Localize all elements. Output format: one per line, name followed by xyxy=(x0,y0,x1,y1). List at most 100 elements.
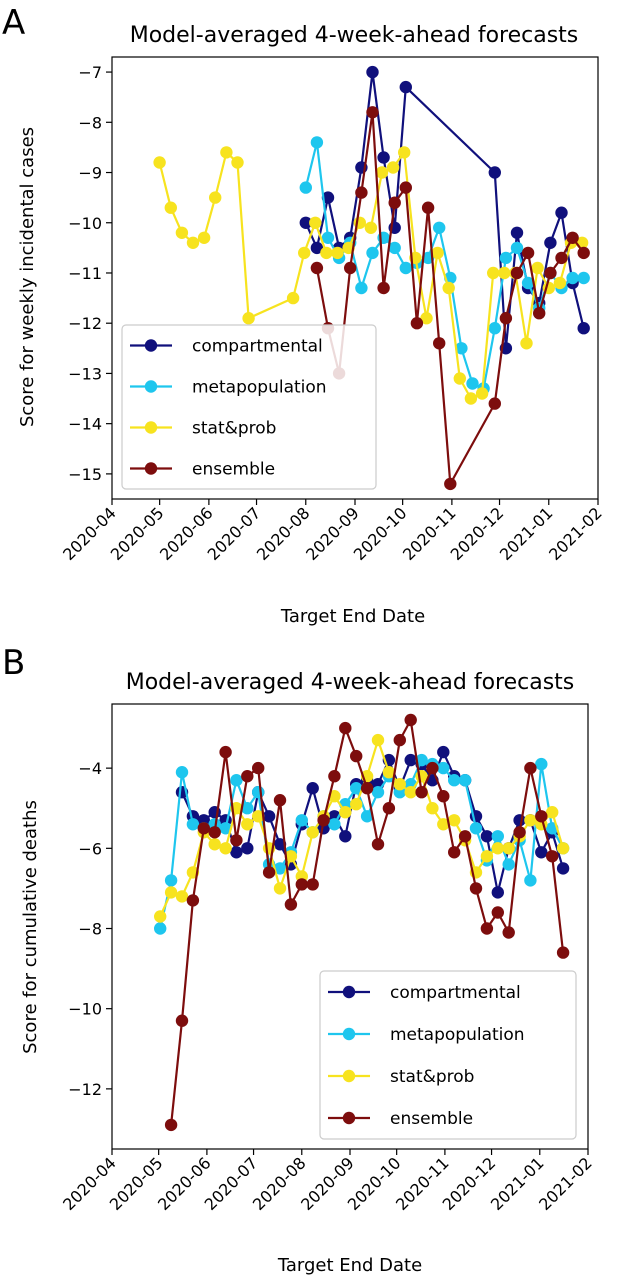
data-point xyxy=(350,749,363,763)
data-point xyxy=(386,161,400,174)
data-point xyxy=(186,236,200,249)
y-tick-label: −14 xyxy=(68,415,102,434)
data-point xyxy=(404,786,417,799)
data-point xyxy=(437,790,450,803)
data-point xyxy=(164,886,178,899)
data-point xyxy=(230,846,243,859)
data-point xyxy=(208,838,221,851)
data-point xyxy=(458,774,472,787)
legend-label: ensemble xyxy=(390,1109,473,1129)
data-point xyxy=(273,794,287,807)
data-point xyxy=(513,814,526,827)
data-point xyxy=(241,842,254,855)
data-point xyxy=(382,766,396,779)
data-point xyxy=(475,387,489,400)
legend-label: metapopulation xyxy=(390,1025,525,1045)
data-point xyxy=(437,818,450,831)
data-point xyxy=(469,822,483,835)
data-point xyxy=(521,276,535,290)
legend-frame xyxy=(121,324,377,490)
data-point xyxy=(241,802,254,815)
data-point xyxy=(458,830,472,843)
data-point xyxy=(524,874,537,887)
data-point xyxy=(231,156,244,169)
data-point xyxy=(164,874,178,887)
data-point xyxy=(164,1118,178,1132)
data-point xyxy=(491,886,504,899)
data-point xyxy=(175,226,189,239)
legend-entry: metapopulation xyxy=(328,1025,525,1045)
data-point xyxy=(521,246,535,260)
data-point xyxy=(252,786,265,799)
data-point xyxy=(219,745,232,759)
data-point xyxy=(393,733,406,747)
data-point xyxy=(442,281,455,295)
legend-swatch-marker xyxy=(342,985,356,999)
data-point xyxy=(415,753,428,767)
y-tick-label: −4 xyxy=(78,759,102,778)
data-point xyxy=(399,181,412,194)
data-point xyxy=(371,786,385,799)
data-point xyxy=(366,106,379,119)
data-point xyxy=(415,786,428,799)
data-point xyxy=(488,322,501,335)
data-point xyxy=(242,312,255,325)
data-point xyxy=(175,890,189,903)
data-point xyxy=(502,842,515,855)
data-point xyxy=(364,221,378,234)
data-point xyxy=(230,774,243,787)
data-point xyxy=(453,372,466,385)
chart-title: Model-averaged 4-week-ahead forecasts xyxy=(126,670,575,695)
data-point xyxy=(513,826,526,839)
data-point xyxy=(491,830,504,843)
data-point xyxy=(286,291,300,305)
legend-label: stat&prob xyxy=(390,1067,474,1087)
data-point xyxy=(186,894,200,907)
data-point xyxy=(197,822,210,835)
panel-b-chart: B Model-averaged 4-week-ahead forecasts … xyxy=(2,643,596,1276)
series-stat-prob xyxy=(153,146,589,405)
data-point xyxy=(273,882,287,895)
legend-label: compartmental xyxy=(192,337,323,357)
x-tick-label: 2020-10 xyxy=(350,503,411,564)
data-point xyxy=(464,392,478,405)
data-point xyxy=(491,842,504,855)
data-point xyxy=(382,802,396,815)
data-point xyxy=(393,778,406,791)
data-point xyxy=(480,830,494,843)
data-point xyxy=(556,946,570,959)
y-tick-label: −9 xyxy=(78,164,102,183)
data-point xyxy=(241,770,254,783)
data-point xyxy=(339,806,352,819)
data-point xyxy=(466,377,479,390)
data-point xyxy=(175,766,189,779)
data-point xyxy=(487,266,500,280)
data-point xyxy=(448,846,461,859)
legend-entry: metapopulation xyxy=(130,378,327,398)
data-point xyxy=(510,241,524,255)
y-tick-label: −6 xyxy=(78,839,102,858)
data-point xyxy=(469,882,483,895)
y-tick-label: −8 xyxy=(78,920,102,939)
y-axis-label: Score for cumulative deaths xyxy=(20,800,41,1054)
x-axis-label: Target End Date xyxy=(280,606,425,627)
data-point xyxy=(186,818,200,831)
data-point xyxy=(448,814,461,827)
data-point xyxy=(262,866,276,879)
series-metapopulation xyxy=(154,753,570,935)
data-point xyxy=(377,151,390,164)
legend-swatch-marker xyxy=(144,421,158,434)
data-point xyxy=(388,196,401,209)
data-point xyxy=(306,826,319,839)
legend: compartmental metapopulation stat&prob ense… xyxy=(121,324,377,490)
data-point xyxy=(491,906,504,919)
data-point xyxy=(153,156,166,169)
data-point xyxy=(502,858,515,871)
data-point xyxy=(388,241,401,255)
data-point xyxy=(420,312,433,325)
data-point xyxy=(154,910,167,923)
data-point xyxy=(533,307,546,320)
data-point xyxy=(546,850,559,863)
legend-swatch-marker xyxy=(342,1069,356,1083)
